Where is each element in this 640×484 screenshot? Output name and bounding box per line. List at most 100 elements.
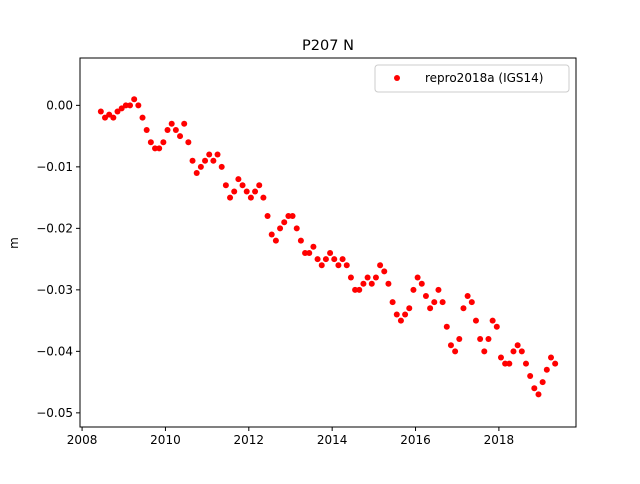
data-point (402, 311, 409, 318)
data-point (218, 163, 225, 170)
data-point (135, 102, 142, 109)
data-point (410, 286, 417, 293)
data-point (539, 379, 546, 386)
plot-area-frame (79, 57, 577, 428)
data-point (397, 317, 404, 324)
x-tick-label: 2014 (317, 433, 348, 447)
data-point (147, 139, 154, 146)
x-tick-label: 2018 (484, 433, 515, 447)
data-point (177, 133, 184, 140)
data-point (460, 305, 467, 312)
data-point (293, 225, 300, 232)
data-point (377, 262, 384, 269)
data-point (527, 372, 534, 379)
data-point (535, 391, 542, 398)
data-point (118, 105, 125, 112)
data-point (518, 348, 525, 355)
data-points (97, 96, 559, 398)
data-point (352, 286, 359, 293)
data-point (356, 286, 363, 293)
data-point (97, 108, 104, 115)
legend-marker (394, 75, 400, 81)
data-point (552, 360, 559, 367)
data-point (381, 268, 388, 275)
data-point (360, 280, 367, 287)
data-point (256, 182, 263, 189)
y-axis-label: m (7, 237, 21, 249)
data-point (281, 219, 288, 226)
x-tick-label: 2008 (67, 433, 98, 447)
data-point (418, 280, 425, 287)
data-point (310, 243, 317, 250)
y-tick-label: −0.01 (36, 160, 73, 174)
data-point (385, 280, 392, 287)
data-point (247, 194, 254, 201)
data-point (335, 262, 342, 269)
data-point (322, 256, 329, 263)
data-point (543, 366, 550, 373)
data-point (468, 299, 475, 306)
data-point (181, 120, 188, 127)
data-point (372, 274, 379, 281)
data-point (260, 194, 267, 201)
data-point (139, 114, 146, 121)
chart-title: P207 N (302, 38, 354, 54)
y-axis: 0.00 −0.01 −0.02 −0.03 −0.04 −0.05 (36, 98, 80, 420)
data-point (339, 256, 346, 263)
data-point (239, 182, 246, 189)
data-point (406, 305, 413, 312)
data-point (447, 342, 454, 349)
data-point (235, 176, 242, 183)
data-point (456, 336, 463, 343)
x-axis: 2008 2010 2012 2014 2016 2018 (67, 427, 514, 447)
y-tick-label: 0.00 (46, 98, 73, 112)
data-point (477, 336, 484, 343)
data-point (481, 348, 488, 355)
data-point (272, 237, 279, 244)
data-point (172, 126, 179, 133)
data-point (306, 249, 313, 256)
data-point (160, 139, 167, 146)
y-tick-label: −0.02 (36, 221, 73, 235)
data-point (318, 262, 325, 269)
data-point (222, 182, 229, 189)
data-point (152, 145, 159, 152)
data-point (489, 317, 496, 324)
data-point (156, 145, 163, 152)
data-point (502, 360, 509, 367)
data-point (297, 237, 304, 244)
legend: repro2018a (IGS14) (374, 64, 570, 93)
data-point (197, 163, 204, 170)
data-point (164, 126, 171, 133)
data-point (510, 348, 517, 355)
data-point (189, 157, 196, 164)
x-tick-label: 2016 (400, 433, 431, 447)
data-point (127, 102, 134, 109)
data-point (114, 108, 121, 115)
data-point (368, 280, 375, 287)
data-point (131, 96, 138, 103)
data-point (452, 348, 459, 355)
data-point (268, 231, 275, 238)
data-point (143, 126, 150, 133)
data-point (343, 262, 350, 269)
data-point (493, 323, 500, 330)
data-point (414, 274, 421, 281)
data-point (531, 385, 538, 392)
data-point (443, 323, 450, 330)
data-point (102, 114, 109, 121)
data-point (435, 286, 442, 293)
data-point (214, 151, 221, 158)
data-point (327, 249, 334, 256)
data-point (168, 120, 175, 127)
data-point (547, 354, 554, 361)
data-point (514, 342, 521, 349)
y-tick-label: −0.04 (36, 344, 73, 358)
data-point (439, 299, 446, 306)
data-point (231, 188, 238, 195)
data-point (202, 157, 209, 164)
data-point (506, 360, 513, 367)
data-point (227, 194, 234, 201)
